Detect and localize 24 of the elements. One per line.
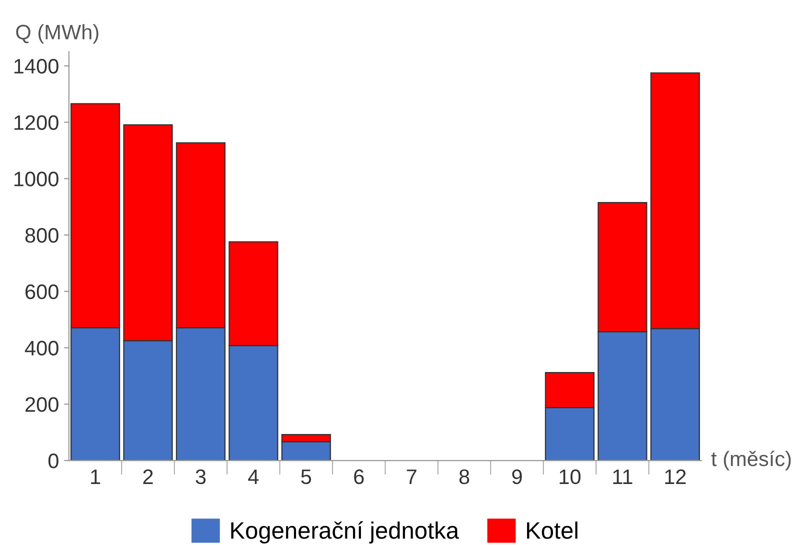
y-tick-label: 1200: [14, 115, 58, 130]
x-tick-label: 4: [248, 470, 259, 484]
x-tick-label: 7: [406, 470, 416, 484]
y-tick-label: 200: [26, 397, 58, 412]
x-tick-label: 8: [459, 469, 470, 484]
x-tick-label: 12: [665, 469, 686, 484]
x-tick-label: 10: [560, 469, 580, 484]
x-tick-label: 11: [613, 470, 632, 484]
y-tick-label: 600: [26, 284, 58, 300]
legend-label: Kogenerační jednotka: [231, 521, 460, 544]
x-tick-label: 5: [301, 470, 312, 484]
y-tick-label: 0: [48, 454, 58, 468]
y-tick-label: 1000: [14, 172, 58, 186]
x-tick-label: 1: [91, 470, 100, 484]
legend-label: Kotel: [527, 522, 578, 539]
y-tick-label: 800: [25, 228, 58, 243]
x-tick-label: 3: [196, 469, 206, 484]
x-tick-label: 2: [143, 469, 153, 484]
x-axis-title: t (měsíc): [711, 450, 791, 470]
y-tick-label: 1400: [14, 58, 58, 74]
x-tick-label: 6: [354, 469, 364, 484]
x-tick-label: 9: [512, 469, 522, 484]
y-axis-title: Q (MWh): [16, 24, 98, 44]
y-tick-label: 400: [24, 340, 58, 356]
